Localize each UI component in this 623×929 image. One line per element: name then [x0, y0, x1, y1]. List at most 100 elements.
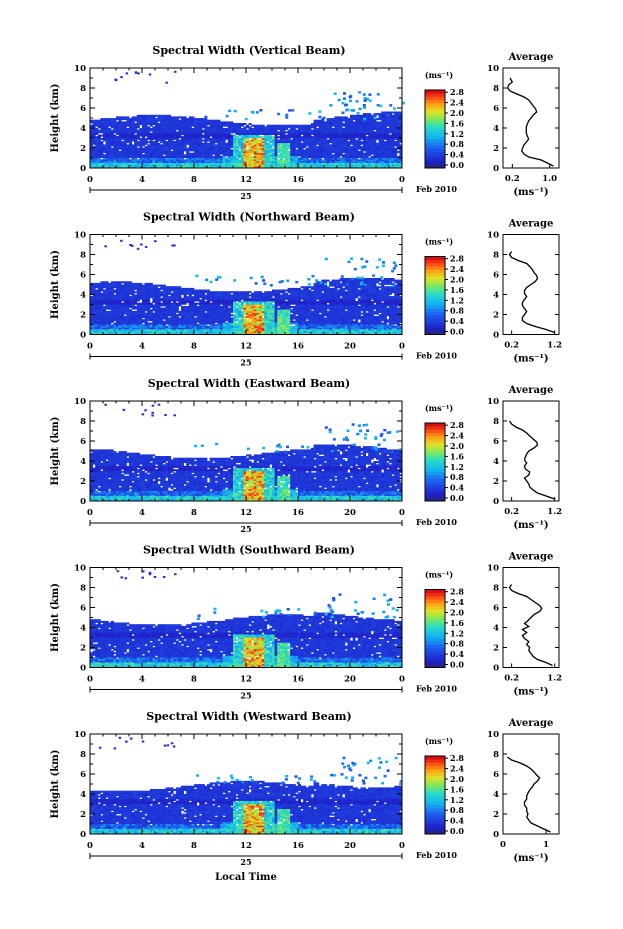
heatmap-cell [144, 156, 148, 158]
heatmap-cell [222, 149, 226, 152]
heatmap-cell [155, 141, 158, 144]
heatmap-cell [123, 296, 127, 299]
heatmap-cell [324, 147, 327, 150]
heatmap-cell [118, 322, 122, 325]
heatmap-cell [131, 302, 135, 305]
heatmap-cell [342, 132, 346, 135]
heatmap-cell [214, 327, 218, 330]
heatmap-cell [149, 151, 153, 153]
heatmap-cell [160, 307, 164, 310]
heatmap-cell [139, 315, 143, 318]
heatmap-cell [305, 144, 309, 147]
heatmap-cell [126, 315, 130, 318]
heatmap-cell [266, 156, 270, 158]
heatmap-cell [329, 149, 333, 152]
heatmap-cell [363, 156, 366, 158]
heatmap-cell [212, 162, 216, 165]
heatmap-cell [261, 164, 265, 167]
heatmap-cell [175, 146, 179, 149]
heatmap-cell [181, 292, 184, 295]
heatmap-cell [103, 325, 106, 328]
heatmap-cell [181, 144, 184, 147]
heatmap-cell [191, 324, 195, 327]
heatmap-cell [155, 159, 158, 162]
heatmap-cell [168, 319, 171, 322]
heatmap-cell [391, 159, 395, 162]
heatmap-cell [170, 329, 174, 332]
heatmap-cell [191, 330, 195, 333]
heatmap-cell [168, 327, 171, 330]
heatmap-cell [253, 147, 257, 150]
heatmap-cell [339, 144, 343, 147]
heatmap-cell [116, 128, 119, 130]
heatmap-cell [92, 134, 96, 137]
heatmap-cell [331, 136, 335, 139]
heatmap-cell [175, 137, 179, 140]
heatmap-cell [103, 132, 106, 135]
heatmap-cell [381, 157, 385, 160]
heatmap-cell [272, 139, 275, 142]
heatmap-cell [334, 152, 338, 155]
heatmap-cell [277, 144, 281, 147]
heatmap-cell [131, 139, 135, 142]
heatmap-cell [196, 147, 200, 150]
heatmap-cell [209, 152, 213, 155]
heatmap-cell [139, 147, 143, 150]
heatmap-cell [253, 144, 257, 147]
heatmap-cell [381, 164, 385, 167]
heatmap-cell [191, 309, 195, 312]
heatmap-cell [92, 315, 96, 318]
heatmap-cell [326, 118, 330, 121]
heatmap-cell [142, 320, 145, 323]
heatmap-cell [324, 129, 327, 132]
heatmap-cell [243, 144, 247, 147]
heatmap-cell [347, 119, 351, 122]
heatmap-cell [214, 156, 218, 158]
heatmap-cell [381, 146, 385, 149]
heatmap-cell [383, 123, 387, 125]
heatmap-cell [331, 128, 335, 130]
heatmap-cell [298, 147, 301, 150]
heatmap-cell [318, 156, 322, 158]
heatmap-cell [175, 327, 179, 330]
heatmap-cell [282, 151, 286, 153]
heatmap-cell [149, 327, 153, 330]
heatmap-cell [121, 289, 125, 292]
heatmap-cell [207, 160, 210, 163]
heatmap-cell [168, 156, 171, 158]
heatmap-cell [230, 123, 234, 125]
heatmap-cell [311, 136, 314, 139]
heatmap-cell [160, 287, 164, 290]
heatmap-cell [287, 156, 291, 158]
heatmap-cell [105, 324, 109, 327]
heatmap-cell [170, 292, 174, 295]
heatmap-cell [165, 116, 169, 119]
heatmap-cell [305, 132, 309, 135]
heatmap-cell [113, 129, 117, 132]
heatmap-cell [248, 123, 252, 125]
heatmap-cell [105, 126, 109, 129]
heatmap-cell [168, 124, 171, 127]
heatmap-cell [139, 309, 143, 312]
heatmap-cell [251, 137, 255, 140]
heatmap-cell [186, 134, 190, 137]
heatmap-cell [118, 306, 122, 308]
heatmap-cell [350, 129, 353, 132]
heatmap-cell [152, 309, 156, 312]
heatmap-cell [248, 152, 252, 155]
heatmap-cell [279, 126, 283, 129]
heatmap-cell [207, 301, 210, 304]
heatmap-cell [144, 325, 148, 328]
heatmap-cell [292, 146, 296, 149]
heatmap-cell [152, 164, 156, 167]
heatmap-cell [201, 310, 205, 313]
heatmap-cell [134, 123, 138, 125]
heatmap-cell [217, 132, 221, 135]
heatmap-cell [201, 325, 205, 328]
heatmap-cell [194, 292, 197, 295]
heatmap-cell [95, 286, 99, 289]
heatmap-cell [326, 142, 330, 145]
heatmap-cell [376, 142, 379, 145]
heatmap-cell [337, 137, 340, 140]
heatmap-cell [155, 160, 158, 163]
